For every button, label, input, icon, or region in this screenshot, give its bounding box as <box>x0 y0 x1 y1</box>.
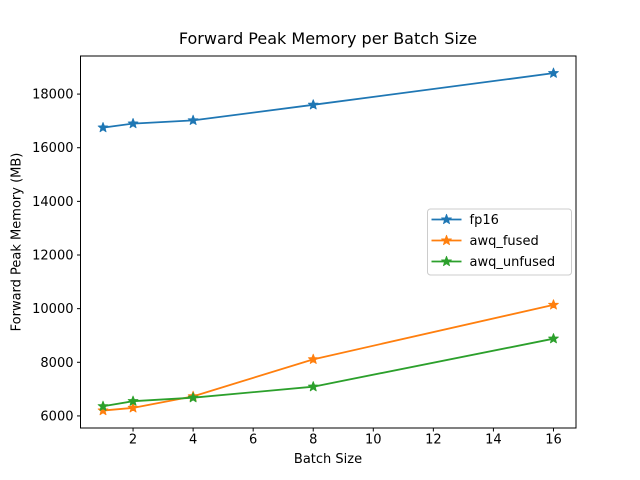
x-tick-label: 12 <box>425 433 442 448</box>
series-marker-awq_fused <box>127 402 139 413</box>
series-marker-fp16 <box>187 114 199 125</box>
series-marker-awq_unfused <box>548 333 559 344</box>
legend-sample-marker-fp16 <box>441 213 452 225</box>
y-tick-label: 8000 <box>40 356 73 371</box>
series-marker-awq_unfused <box>187 392 199 403</box>
legend-box <box>427 208 572 276</box>
legend-sample-marker-awq_unfused <box>441 255 452 267</box>
series-marker-awq_fused <box>307 353 319 364</box>
legend-label-awq_unfused: awq_unfused <box>470 255 556 270</box>
x-tick-label: 2 <box>129 433 137 448</box>
series-marker-fp16 <box>307 99 319 110</box>
series-marker-fp16 <box>97 122 109 133</box>
x-tick-label: 14 <box>485 433 502 448</box>
series-marker-awq_fused <box>548 299 559 310</box>
series-line-fp16 <box>102 72 555 129</box>
y-tick-label: 14000 <box>32 195 73 210</box>
series-marker-awq_fused <box>97 404 109 416</box>
x-tick-label: 8 <box>309 433 317 448</box>
series-marker-fp16 <box>548 67 559 78</box>
legend-sample-marker-awq_fused <box>441 234 452 246</box>
series-line-awq_fused <box>102 303 555 412</box>
x-tick-label: 16 <box>545 433 562 448</box>
axes-frame <box>80 55 577 429</box>
x-tick-label: 6 <box>249 433 257 448</box>
x-axis-label: Batch Size <box>293 452 363 467</box>
series-marker-awq_unfused <box>97 400 109 411</box>
series-line-awq_unfused <box>102 337 555 408</box>
y-tick-label: 16000 <box>32 141 73 156</box>
x-tick-label: 10 <box>365 433 382 448</box>
y-tick-label: 10000 <box>32 302 73 317</box>
legend-label-fp16: fp16 <box>470 213 499 228</box>
y-tick-label: 12000 <box>32 249 73 264</box>
y-tick-label: 18000 <box>32 88 73 103</box>
series-marker-awq_unfused <box>127 395 139 406</box>
series-marker-awq_unfused <box>307 381 319 392</box>
series-marker-fp16 <box>127 117 139 129</box>
chart-title: Forward Peak Memory per Batch Size <box>178 29 478 48</box>
y-tick-label: 6000 <box>40 409 73 424</box>
legend-label-awq_fused: awq_fused <box>470 234 539 249</box>
x-tick-label: 4 <box>189 433 197 448</box>
